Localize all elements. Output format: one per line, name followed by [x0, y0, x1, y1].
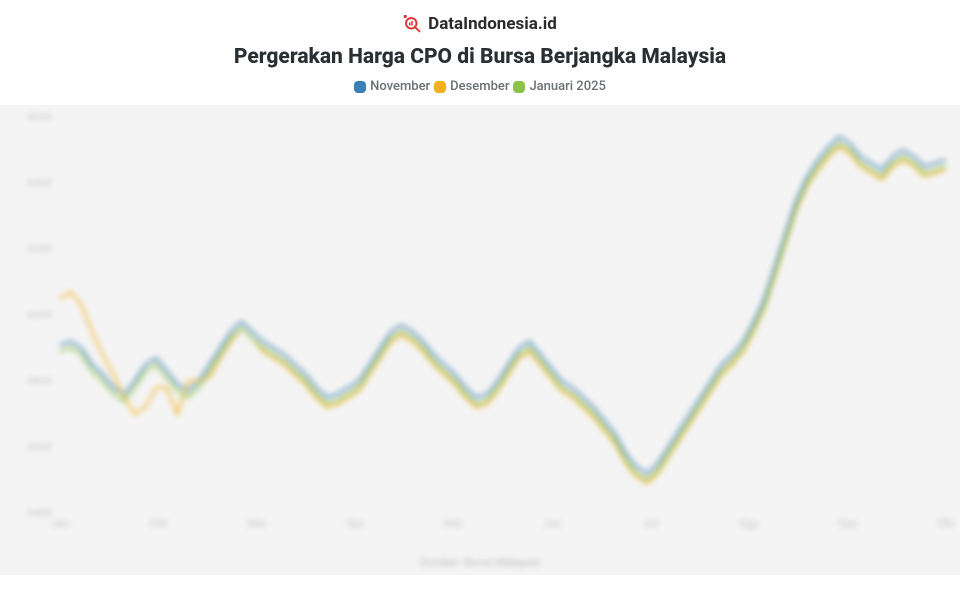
y-tick-label: 4200: [27, 242, 52, 255]
series-line: [60, 143, 946, 480]
x-tick-label: Mei: [445, 517, 463, 530]
x-tick-label: Jan: [51, 517, 69, 530]
legend-label: Desember: [450, 79, 509, 94]
chart-container: DataIndonesia.id Pergerakan Harga CPO di…: [0, 0, 960, 600]
chart-area: 3400 3600 3800 4000 4200 4400 4600 Jan Feb Mar Ap…: [0, 105, 960, 575]
brand-name: DataIndonesia.id: [428, 14, 557, 34]
x-tick-label: Mar: [247, 517, 267, 530]
x-tick-label: Agu: [739, 517, 759, 530]
y-tick-label: 3800: [27, 374, 52, 387]
line-series-svg: [60, 117, 946, 513]
y-tick-label: 4000: [27, 309, 52, 322]
legend-label: Januari 2025: [529, 79, 605, 94]
x-tick-label: Feb: [149, 517, 167, 530]
x-tick-label: Apr: [347, 517, 364, 530]
chart-footer: Sumber: Bursa Malaysia: [420, 556, 540, 569]
series-line: [60, 147, 946, 484]
header: DataIndonesia.id Pergerakan Harga CPO di…: [0, 0, 960, 100]
brand-logo-icon: [403, 15, 421, 33]
x-tick-label: Jul: [643, 517, 658, 530]
y-tick-label: 3400: [27, 507, 52, 520]
y-tick-label: 4600: [27, 111, 52, 124]
legend-swatch: [434, 81, 446, 93]
series-line: [60, 137, 946, 474]
legend-item: Januari 2025: [513, 79, 605, 94]
brand: DataIndonesia.id: [403, 14, 557, 34]
legend-item: Desember: [434, 79, 509, 94]
x-tick-label: Sep: [838, 517, 857, 530]
y-axis: 3400360038004000420044004600: [0, 117, 58, 513]
y-tick-label: 4400: [27, 176, 52, 189]
x-tick-label: Jun: [543, 517, 561, 530]
legend-swatch: [513, 81, 525, 93]
x-tick-label: Okt: [937, 517, 954, 530]
legend-label: November: [370, 79, 430, 94]
y-tick-label: 3600: [27, 441, 52, 454]
legend-swatch: [354, 81, 366, 93]
x-axis: JanFebMarAprMeiJunJulAguSepOkt: [60, 517, 946, 547]
legend-item: November: [354, 79, 430, 94]
chart-title: Pergerakan Harga CPO di Bursa Berjangka …: [0, 45, 960, 69]
legend: November Desember Januari 2025: [0, 79, 960, 94]
plot-region: [60, 117, 946, 513]
